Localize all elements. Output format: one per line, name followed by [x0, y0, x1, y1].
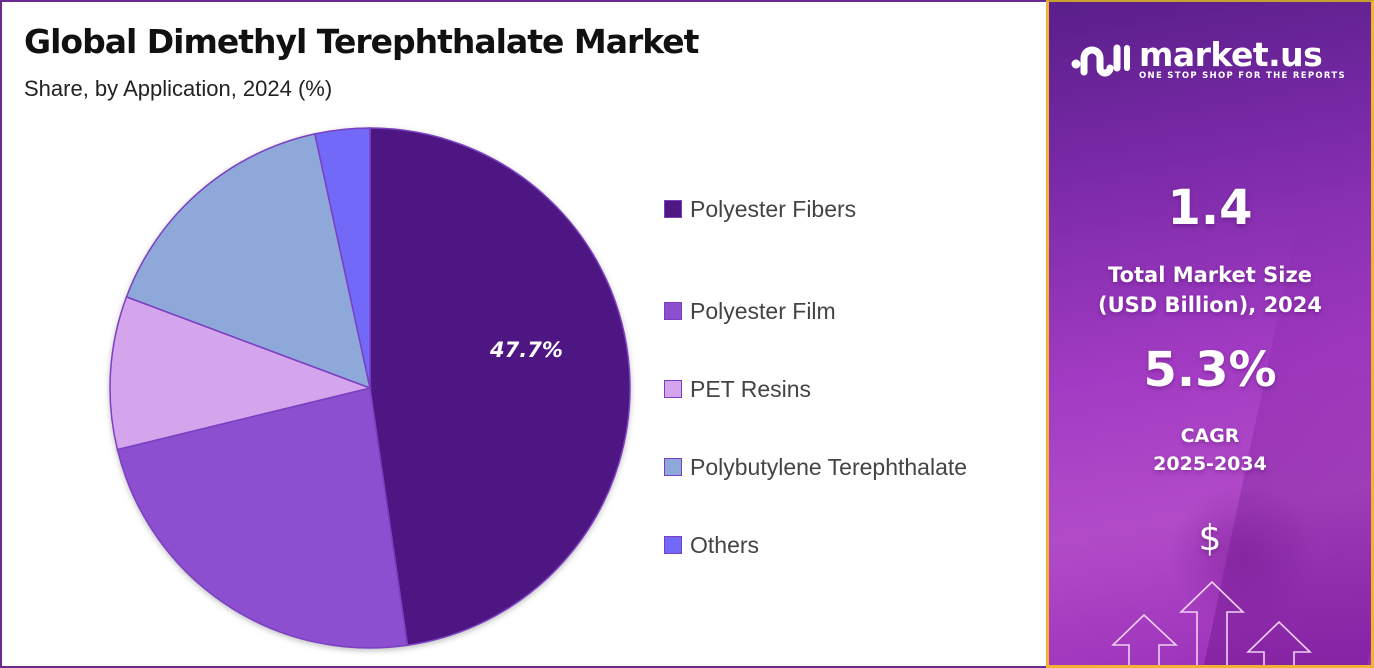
pie-slice-others[interactable]: [313, 127, 371, 389]
legend-swatch: [664, 200, 682, 218]
legend-item-polybutylene-terephthalate[interactable]: Polybutylene Terephthalate: [664, 428, 967, 506]
legend-swatch: [664, 302, 682, 320]
pie-svg: [109, 127, 631, 649]
chart-title: Global Dimethyl Terephthalate Market: [24, 22, 699, 61]
logo-mark-icon: [1071, 44, 1130, 77]
pie-slice-pet-resins[interactable]: [109, 295, 373, 451]
legend-item-polyester-fibers[interactable]: Polyester Fibers: [664, 194, 967, 224]
pie-chart: 47.7%: [102, 120, 642, 660]
background-decoration: [1169, 482, 1319, 632]
legend-swatch: [664, 458, 682, 476]
cagr-label-line1: CAGR: [1180, 425, 1240, 447]
summary-panel: market.us ONE STOP SHOP FOR THE REPORTS …: [1046, 0, 1374, 668]
cagr-label-line2: 2025-2034: [1153, 453, 1267, 475]
legend-label: Polyester Film: [690, 297, 836, 324]
legend-swatch: [664, 536, 682, 554]
legend-item-others[interactable]: Others: [664, 506, 967, 584]
dollar-icon: $: [1198, 518, 1222, 559]
chart-subtitle: Share, by Application, 2024 (%): [24, 76, 333, 101]
cagr-value: 5.3%: [1143, 342, 1277, 398]
logo-tagline: ONE STOP SHOP FOR THE REPORTS: [1139, 71, 1346, 81]
legend: Polyester Fibers Polyester Film PET Resi…: [664, 194, 967, 584]
pie-slice-polyester-film[interactable]: [116, 387, 409, 649]
market-size-label-line1: Total Market Size: [1108, 263, 1312, 287]
legend-label: Others: [690, 531, 760, 558]
slice-label-polyester-fibers: 47.7%: [490, 338, 563, 362]
legend-swatch: [664, 380, 682, 398]
market-us-logo[interactable]: market.us ONE STOP SHOP FOR THE REPORTS: [1071, 38, 1346, 82]
chart-frame: Global Dimethyl Terephthalate Market Sha…: [0, 0, 1046, 668]
growth-arrows-icon: [1111, 580, 1312, 665]
legend-label: Polyester Fibers: [690, 195, 857, 222]
legend-label: Polybutylene Terephthalate: [690, 453, 968, 480]
logo-name: market.us: [1139, 35, 1323, 74]
legend-item-polyester-film[interactable]: Polyester Film: [664, 272, 967, 350]
legend-item-pet-resins[interactable]: PET Resins: [664, 350, 967, 428]
market-size-label-line2: (USD Billion), 2024: [1097, 293, 1323, 317]
market-size-value: 1.4: [1167, 180, 1253, 236]
pie-slice-polyester-fibers[interactable]: [369, 127, 631, 647]
pie-slice-polybutylene-terephthalate[interactable]: [125, 133, 372, 390]
legend-label: PET Resins: [690, 375, 812, 402]
